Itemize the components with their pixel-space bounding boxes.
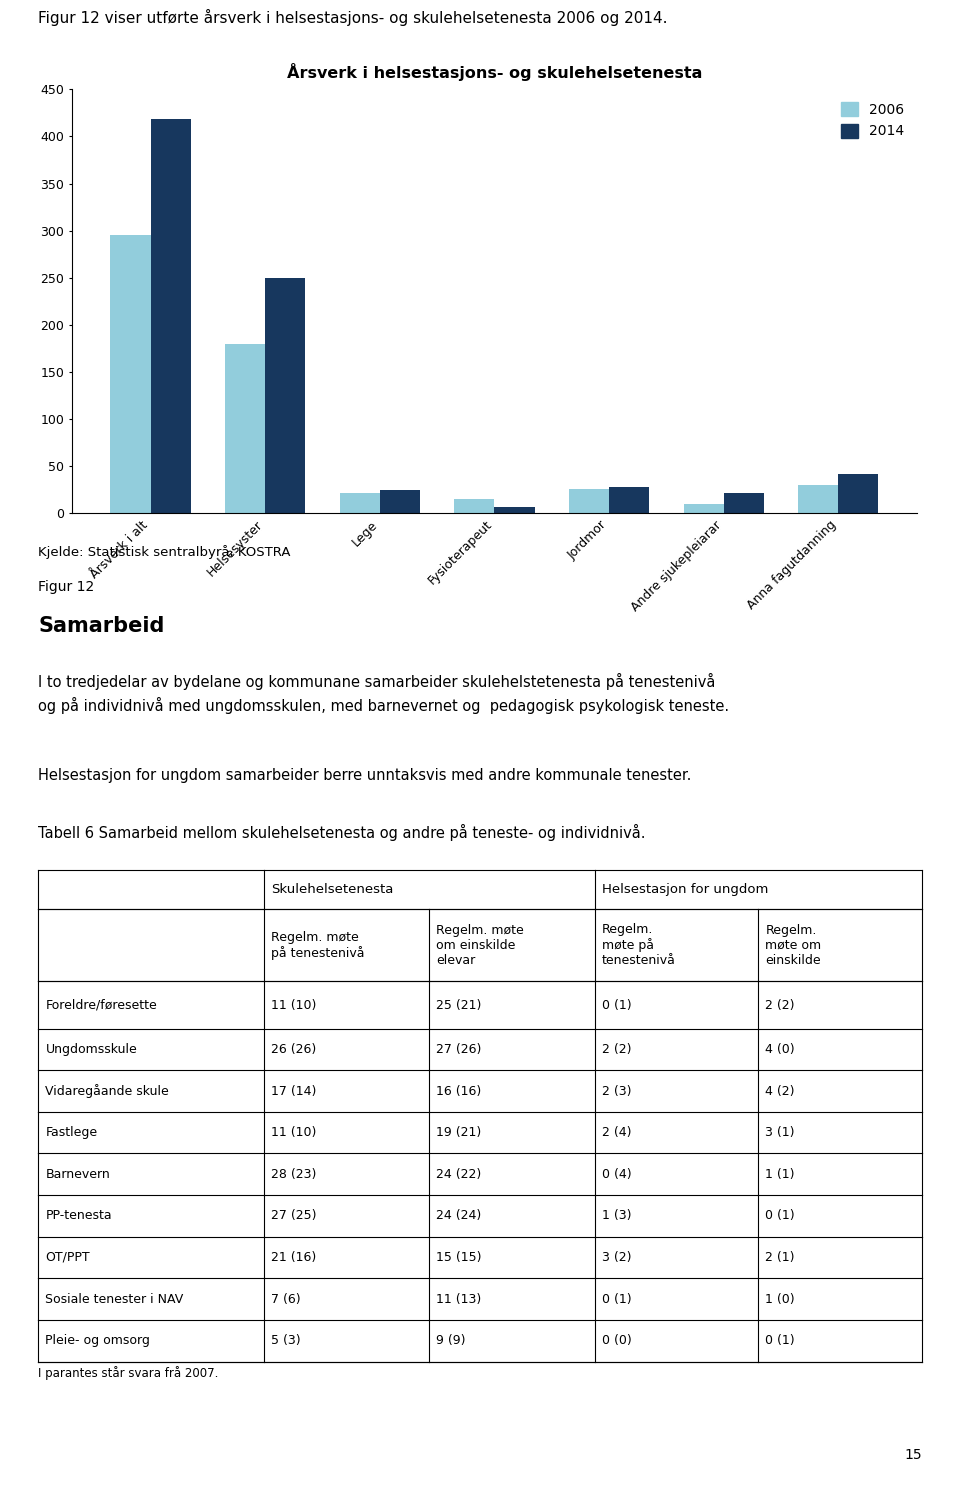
Text: Pleie- og omsorg: Pleie- og omsorg [45, 1335, 151, 1347]
Text: Kjelde: Statistisk sentralbyrå, KOSTRA: Kjelde: Statistisk sentralbyrå, KOSTRA [38, 545, 291, 558]
Text: 15 (15): 15 (15) [436, 1251, 482, 1263]
Text: 16 (16): 16 (16) [436, 1085, 482, 1098]
Text: Barnevern: Barnevern [45, 1168, 110, 1181]
Text: Helsestasjon for ungdom: Helsestasjon for ungdom [602, 884, 768, 896]
Text: Skulehelsetenesta: Skulehelsetenesta [271, 884, 393, 896]
Text: 0 (1): 0 (1) [602, 998, 632, 1012]
Text: Figur 12: Figur 12 [38, 580, 95, 594]
Text: 0 (1): 0 (1) [765, 1335, 795, 1347]
Bar [340, 493, 380, 513]
Text: 4 (2): 4 (2) [765, 1085, 795, 1098]
Bar [110, 235, 151, 513]
Text: 5 (3): 5 (3) [271, 1335, 300, 1347]
Text: Sosiale tenester i NAV: Sosiale tenester i NAV [45, 1293, 183, 1305]
Text: Figur 12 viser utførte årsverk i helsestasjons- og skulehelsetenesta 2006 og 201: Figur 12 viser utførte årsverk i helsest… [38, 9, 668, 25]
Text: 0 (0): 0 (0) [602, 1335, 632, 1347]
Text: 7 (6): 7 (6) [271, 1293, 300, 1305]
Text: Regelm. møte
om einskilde
elevar: Regelm. møte om einskilde elevar [436, 924, 524, 967]
Text: Fastlege: Fastlege [45, 1126, 98, 1140]
Text: 15: 15 [904, 1448, 922, 1461]
Text: 27 (25): 27 (25) [271, 1210, 316, 1222]
Text: 27 (26): 27 (26) [436, 1043, 482, 1056]
Text: Foreldre/føresette: Foreldre/føresette [45, 998, 157, 1012]
Text: 17 (14): 17 (14) [271, 1085, 316, 1098]
Text: 1 (0): 1 (0) [765, 1293, 795, 1305]
Text: 0 (1): 0 (1) [765, 1210, 795, 1222]
Text: 3 (1): 3 (1) [765, 1126, 795, 1140]
Bar [225, 344, 265, 513]
Text: I parantes står svara frå 2007.: I parantes står svara frå 2007. [38, 1366, 219, 1379]
Text: 19 (21): 19 (21) [436, 1126, 482, 1140]
Text: 2 (3): 2 (3) [602, 1085, 632, 1098]
Text: I to tredjedelar av bydelane og kommunane samarbeider skulehelstetenesta på tene: I to tredjedelar av bydelane og kommunan… [38, 673, 730, 714]
Title: Årsverk i helsestasjons- og skulehelsetenesta: Årsverk i helsestasjons- og skulehelsete… [287, 62, 702, 82]
Text: 11 (13): 11 (13) [436, 1293, 482, 1305]
Bar [838, 473, 878, 513]
Text: 11 (10): 11 (10) [271, 1126, 316, 1140]
Bar [494, 507, 535, 513]
Text: 4 (0): 4 (0) [765, 1043, 795, 1056]
Bar [684, 504, 724, 513]
Text: Regelm.
møte om
einskilde: Regelm. møte om einskilde [765, 924, 822, 967]
Text: 21 (16): 21 (16) [271, 1251, 316, 1263]
Text: 2 (2): 2 (2) [602, 1043, 632, 1056]
Bar [569, 490, 609, 513]
Text: 26 (26): 26 (26) [271, 1043, 316, 1056]
Text: Helsestasjon for ungdom samarbeider berre unntaksvis med andre kommunale teneste: Helsestasjon for ungdom samarbeider berr… [38, 768, 692, 783]
Text: 2 (2): 2 (2) [765, 998, 795, 1012]
Bar [265, 278, 305, 513]
Text: 0 (1): 0 (1) [602, 1293, 632, 1305]
Text: OT/PPT: OT/PPT [45, 1251, 90, 1263]
Text: Ungdomsskule: Ungdomsskule [45, 1043, 137, 1056]
Text: 1 (3): 1 (3) [602, 1210, 632, 1222]
Bar [454, 500, 494, 513]
Text: 3 (2): 3 (2) [602, 1251, 632, 1263]
Bar [151, 119, 191, 513]
Text: 9 (9): 9 (9) [436, 1335, 466, 1347]
Text: Tabell 6 Samarbeid mellom skulehelsetenesta og andre på teneste- og individnivå.: Tabell 6 Samarbeid mellom skulehelsetene… [38, 824, 646, 841]
Text: 25 (21): 25 (21) [436, 998, 482, 1012]
Text: Samarbeid: Samarbeid [38, 616, 165, 635]
Text: 28 (23): 28 (23) [271, 1168, 316, 1181]
Text: 24 (24): 24 (24) [436, 1210, 482, 1222]
Text: 24 (22): 24 (22) [436, 1168, 482, 1181]
Bar [798, 485, 838, 513]
Legend: 2006, 2014: 2006, 2014 [836, 97, 910, 144]
Text: 11 (10): 11 (10) [271, 998, 316, 1012]
Text: Regelm.
møte på
tenestenivå: Regelm. møte på tenestenivå [602, 923, 676, 967]
Text: PP-tenesta: PP-tenesta [45, 1210, 112, 1222]
Text: Vidaregåande skule: Vidaregåande skule [45, 1085, 169, 1098]
Bar [609, 487, 649, 513]
Text: 0 (4): 0 (4) [602, 1168, 632, 1181]
Text: 1 (1): 1 (1) [765, 1168, 795, 1181]
Text: Regelm. møte
på tenestenivå: Regelm. møte på tenestenivå [271, 931, 364, 960]
Bar [724, 493, 764, 513]
Bar [380, 490, 420, 513]
Text: 2 (1): 2 (1) [765, 1251, 795, 1263]
Text: 2 (4): 2 (4) [602, 1126, 632, 1140]
